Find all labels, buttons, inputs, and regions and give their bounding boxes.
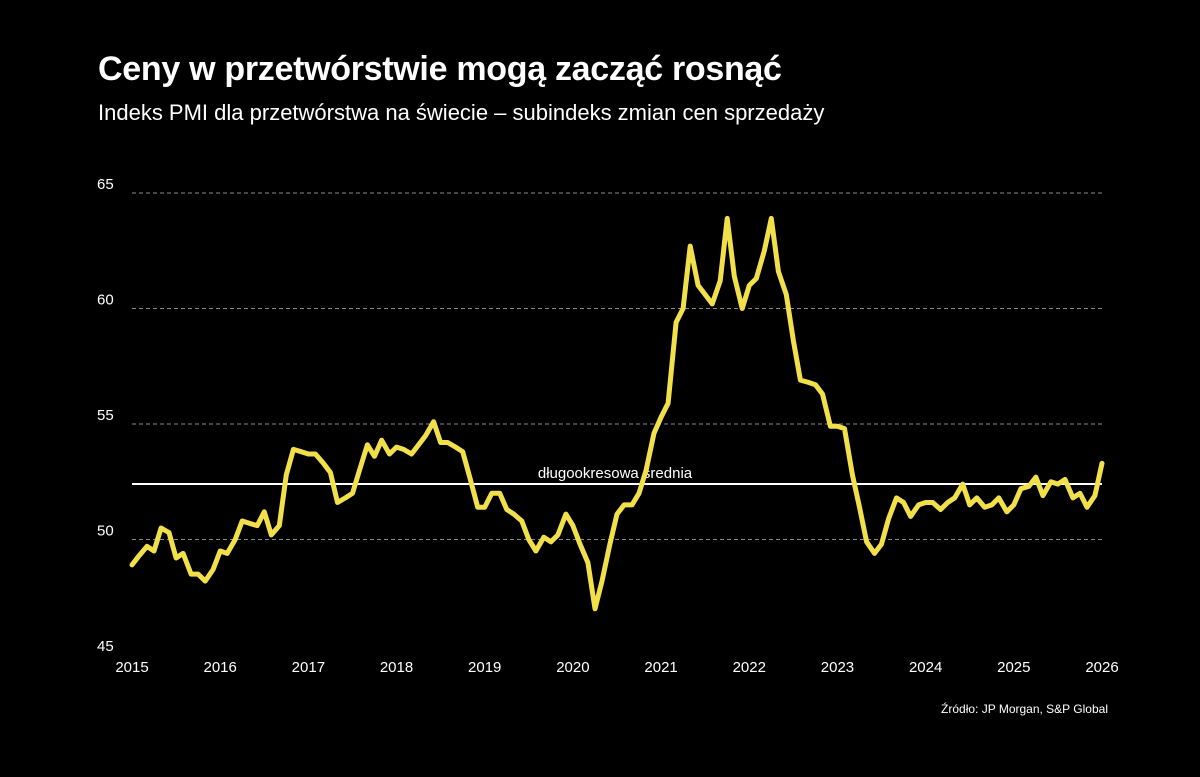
x-tick-label: 2023 (821, 659, 854, 676)
x-tick-label: 2019 (468, 659, 501, 676)
y-axis-ticks: 45 50 55 60 65 (97, 176, 114, 655)
x-axis-ticks: 2015 2016 2017 2018 2019 2020 2021 2022 2023 2024… (115, 659, 1118, 676)
y-tick-label: 65 (97, 176, 114, 193)
source-note: Źródło: JP Morgan, S&P Global (941, 702, 1108, 716)
long-term-average-label: długookresowa średnia (538, 465, 693, 482)
y-tick-label: 60 (97, 292, 114, 309)
pmi-series-line (129, 215, 1105, 612)
x-tick-label: 2016 (203, 659, 236, 676)
y-tick-label: 50 (97, 523, 114, 540)
gridlines (132, 192, 1102, 540)
x-tick-label: 2017 (292, 659, 325, 676)
x-tick-label: 2020 (556, 659, 589, 676)
x-tick-label: 2025 (997, 659, 1030, 676)
x-tick-label: 2018 (380, 659, 413, 676)
x-tick-label: 2026 (1085, 659, 1118, 676)
x-tick-label: 2022 (733, 659, 766, 676)
chart-title: Ceny w przetwórstwie mogą zacząć rosnąć (98, 50, 782, 88)
y-tick-label: 55 (97, 407, 114, 424)
y-tick-label: 45 (97, 638, 114, 655)
x-tick-label: 2015 (115, 659, 148, 676)
chart-subtitle: Indeks PMI dla przetwórstwa na świecie –… (98, 100, 825, 125)
x-tick-label: 2021 (644, 659, 677, 676)
reference-line-group: długookresowa średnia (132, 465, 1102, 486)
x-tick-label: 2024 (909, 659, 942, 676)
